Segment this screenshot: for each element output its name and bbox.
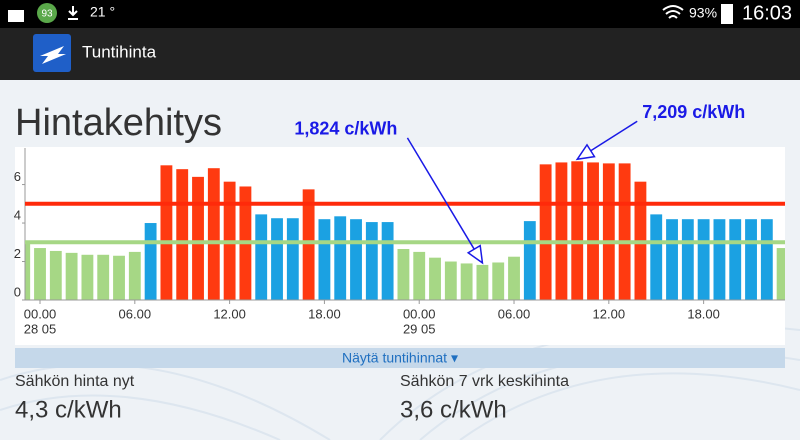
y-tick-label: 6 bbox=[14, 169, 21, 184]
bar bbox=[49, 250, 62, 300]
toggle-label[interactable]: Näytä tuntihinnat ▾ bbox=[342, 350, 458, 366]
status-icon bbox=[8, 10, 24, 22]
app-title: Tuntihinta bbox=[82, 42, 157, 61]
bar bbox=[144, 223, 157, 300]
bar bbox=[492, 262, 505, 300]
bar bbox=[444, 261, 457, 300]
bar bbox=[729, 219, 742, 300]
app-bar bbox=[0, 28, 800, 80]
bar bbox=[34, 248, 46, 300]
x-tick-label: 12.00 bbox=[593, 306, 626, 321]
annotation-arrow bbox=[590, 120, 638, 152]
bar bbox=[413, 251, 426, 300]
x-tick-label: 06.00 bbox=[498, 306, 531, 321]
x-date-label: 29 05 bbox=[403, 321, 436, 336]
x-tick-label: 18.00 bbox=[308, 306, 341, 321]
bar bbox=[160, 165, 173, 300]
app-icon-glyph bbox=[40, 46, 66, 64]
bar bbox=[255, 214, 268, 300]
x-tick-label: 18.00 bbox=[687, 306, 720, 321]
bar bbox=[128, 251, 141, 300]
x-tick-label: 06.00 bbox=[119, 306, 152, 321]
bar bbox=[318, 219, 331, 300]
status-time: 16:03 bbox=[742, 2, 792, 24]
status-badge: 93 bbox=[41, 9, 53, 20]
bar bbox=[760, 219, 773, 300]
status-icon bbox=[37, 3, 57, 23]
stat-value: 4,3 c/kWh bbox=[15, 396, 122, 423]
bar bbox=[65, 252, 78, 300]
bar bbox=[286, 218, 299, 300]
x-date-label: 28 05 bbox=[24, 321, 57, 336]
y-tick-label: 2 bbox=[14, 246, 21, 261]
bar bbox=[681, 219, 694, 300]
annotation-label: 7,209 c/kWh bbox=[642, 102, 745, 122]
annotation-arrowhead bbox=[466, 244, 484, 265]
bar bbox=[523, 221, 536, 300]
bar bbox=[271, 218, 283, 300]
toggle-button[interactable] bbox=[15, 348, 785, 368]
page-title: Hintakehitys bbox=[15, 102, 222, 144]
x-tick-label: 00.00 bbox=[24, 306, 57, 321]
x-tick-label: 12.00 bbox=[213, 306, 246, 321]
chart: 0 2 4 6 00.00 06.00 12.00 18.00 00.00 06.00 12.00 1… bbox=[14, 102, 785, 336]
annotation-arrowhead bbox=[575, 143, 596, 161]
bar bbox=[555, 162, 568, 300]
bar bbox=[460, 263, 473, 300]
bar bbox=[713, 219, 726, 300]
stat-label: Sähkön 7 vrk keskihinta bbox=[400, 373, 569, 390]
bar bbox=[397, 249, 410, 300]
bar bbox=[97, 254, 110, 300]
wifi-icon bbox=[662, 5, 684, 19]
bar bbox=[776, 248, 785, 300]
bar bbox=[25, 243, 31, 300]
battery-icon bbox=[721, 4, 733, 24]
download-icon bbox=[68, 6, 78, 20]
bar bbox=[334, 216, 347, 300]
bar bbox=[302, 189, 315, 300]
annotation-label: 1,824 c/kWh bbox=[294, 119, 397, 139]
bar bbox=[381, 222, 394, 300]
bar bbox=[697, 219, 710, 300]
bar bbox=[176, 169, 189, 300]
stat-value: 3,6 c/kWh bbox=[400, 396, 507, 423]
bar bbox=[508, 256, 520, 300]
bar bbox=[350, 219, 362, 300]
bar bbox=[650, 214, 663, 300]
x-tick-label: 00.00 bbox=[403, 306, 436, 321]
bar bbox=[539, 164, 552, 300]
bar bbox=[587, 162, 599, 300]
bar bbox=[365, 222, 378, 300]
bar bbox=[666, 219, 678, 300]
bar bbox=[113, 255, 125, 300]
bar bbox=[571, 161, 584, 300]
status-temperature: 21 ° bbox=[90, 4, 115, 20]
bar bbox=[476, 264, 489, 300]
annotation-arrow bbox=[406, 137, 475, 250]
y-tick-label: 0 bbox=[14, 284, 21, 299]
bar bbox=[207, 168, 220, 300]
stat-label: Sähkön hinta nyt bbox=[15, 373, 135, 390]
bar bbox=[429, 257, 441, 300]
bar bbox=[81, 254, 94, 300]
bar bbox=[192, 176, 204, 300]
bar bbox=[618, 163, 631, 300]
bar bbox=[745, 219, 757, 300]
bar bbox=[602, 163, 615, 300]
status-battery: 93% bbox=[689, 5, 717, 21]
plot-area bbox=[25, 161, 785, 300]
y-tick-label: 4 bbox=[14, 207, 21, 222]
